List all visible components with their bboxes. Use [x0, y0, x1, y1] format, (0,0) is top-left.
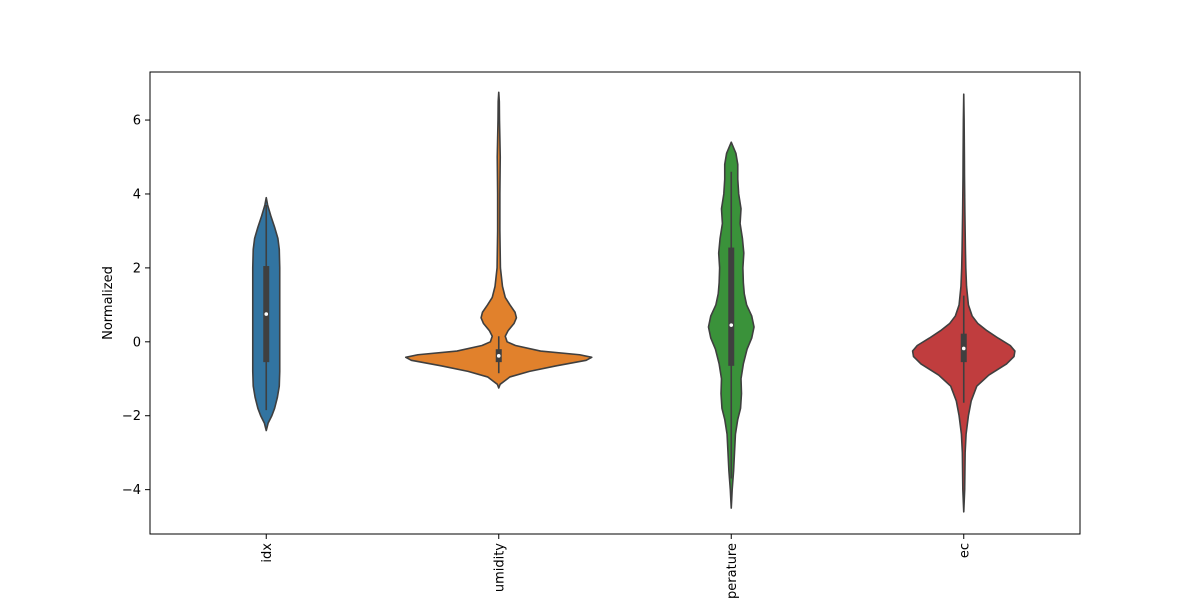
iqr-box-temperature	[728, 247, 735, 366]
y-tick-label: −4	[122, 483, 141, 498]
violin-humidity	[404, 91, 593, 389]
median-humidity	[496, 354, 501, 358]
x-tick-label: umidity	[492, 543, 507, 592]
y-tick-label: −2	[122, 409, 141, 424]
median-ec	[961, 346, 966, 351]
y-tick-label: 6	[133, 114, 141, 129]
y-tick-label: 4	[133, 187, 141, 202]
x-tick-label: ec	[957, 543, 972, 558]
plot-frame	[149, 71, 1081, 535]
y-tick-label: 2	[133, 261, 141, 276]
x-tick-label: idx	[260, 543, 275, 563]
y-axis-label: Normalized	[101, 266, 116, 340]
median-idx	[264, 312, 269, 316]
x-tick-label: perature	[725, 543, 740, 599]
plot-area	[150, 72, 1080, 534]
y-tick-label: 0	[133, 335, 141, 350]
median-temperature	[729, 323, 734, 327]
